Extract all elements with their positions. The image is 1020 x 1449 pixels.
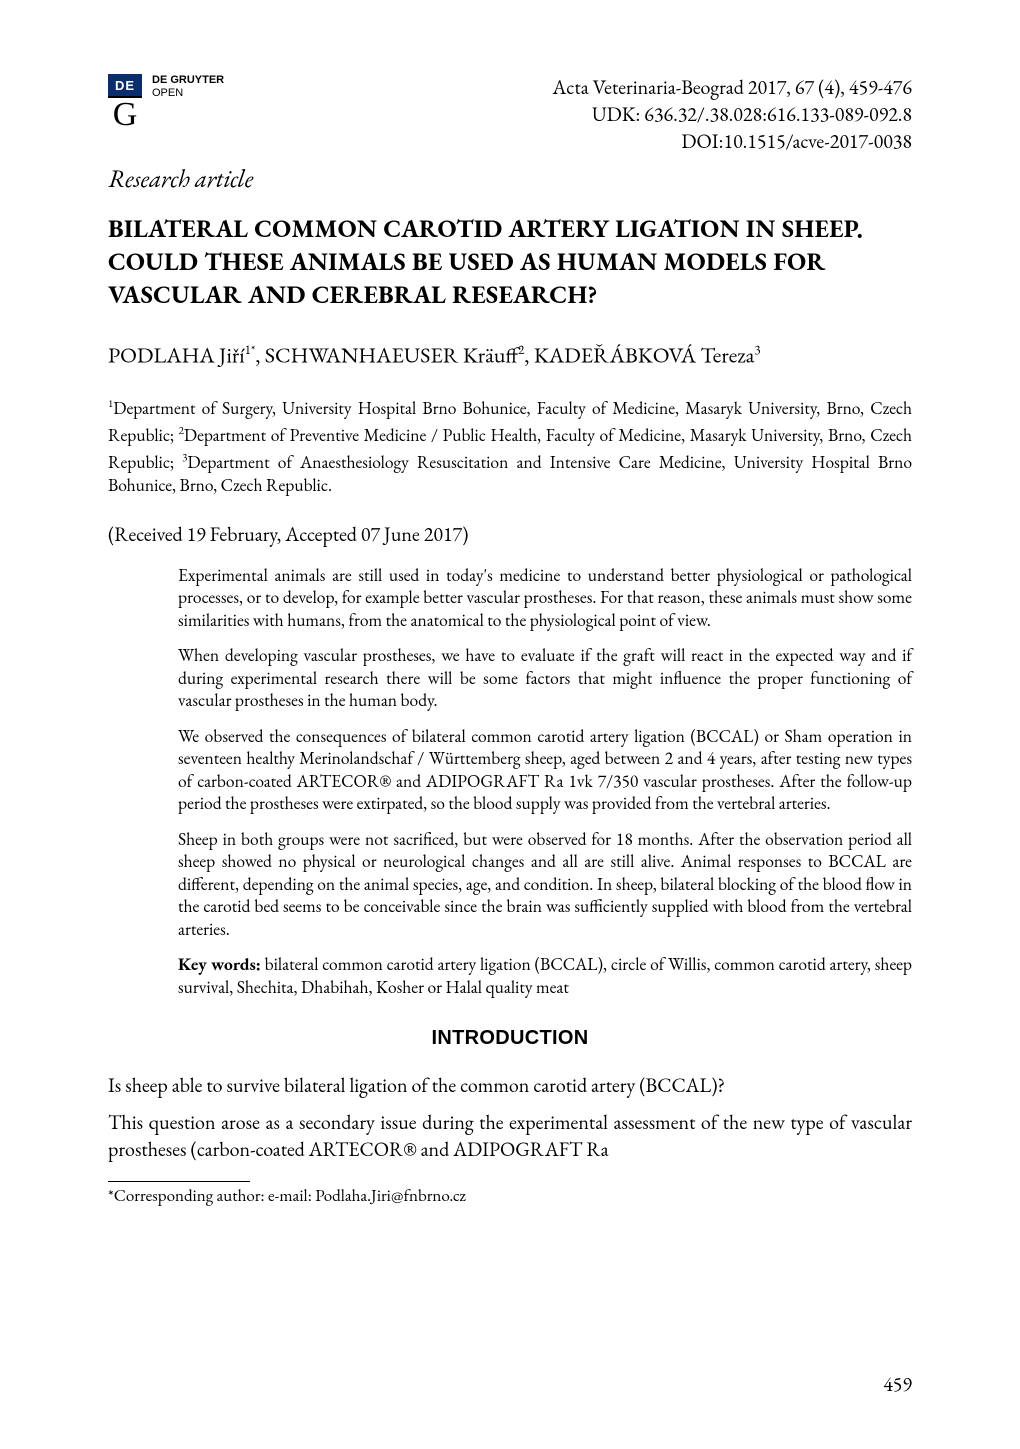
author-1-affil-sup: 1* <box>245 341 256 358</box>
author-3-affil-sup: 3 <box>754 341 760 358</box>
udk-code: UDK: 636.32/.38.028:616.133-089-092.8 <box>552 101 912 128</box>
body-para-1: Is sheep able to survive bilateral ligat… <box>108 1072 912 1099</box>
received-accepted: (Received 19 February, Accepted 07 June … <box>108 521 912 547</box>
footnote-rule <box>108 1181 250 1182</box>
corresponding-author-footnote: *Corresponding author: e-mail: Podlaha.J… <box>108 1186 912 1207</box>
publisher-logo-mark: DE G <box>108 74 142 132</box>
abstract-para-1: Experimental animals are still used in t… <box>178 565 912 633</box>
abstract-para-3: We observed the consequences of bilatera… <box>178 726 912 816</box>
body-text: Is sheep able to survive bilateral ligat… <box>108 1072 912 1163</box>
body-para-2: This question arose as a secondary issue… <box>108 1109 912 1163</box>
author-sep-1: , <box>255 340 264 369</box>
page-number: 459 <box>883 1371 912 1397</box>
article-title: BILATERAL COMMON CAROTID ARTERY LIGATION… <box>108 213 912 312</box>
abstract-para-2: When developing vascular prostheses, we … <box>178 645 912 713</box>
logo-de-badge: DE <box>108 74 142 96</box>
authors: PODLAHA Jiří1*, SCHWANHAEUSER Kräuff2, K… <box>108 336 912 369</box>
abstract-para-4: Sheep in both groups were not sacrificed… <box>178 829 912 942</box>
author-sep-2: , <box>524 340 533 369</box>
author-2-name: SCHWANHAEUSER Kräuff <box>265 340 518 369</box>
keywords-text: bilateral common carotid artery ligation… <box>178 953 912 999</box>
journal-citation: Acta Veterinaria-Beograd 2017, 67 (4), 4… <box>552 74 912 101</box>
keywords-label: Key words: <box>178 953 261 976</box>
author-3-name: KADEŘÁBKOVÁ Tereza <box>534 340 754 369</box>
doi: DOI:10.1515/acve-2017-0038 <box>552 128 912 155</box>
author-1-name: PODLAHA Jiří <box>108 340 245 369</box>
keywords: Key words: bilateral common carotid arte… <box>178 954 912 999</box>
header-meta: Acta Veterinaria-Beograd 2017, 67 (4), 4… <box>552 74 912 155</box>
publisher-name-line1: DE GRUYTER <box>152 74 224 87</box>
affil-text-3: Department of Anaesthesiology Resuscitat… <box>108 451 912 497</box>
abstract: Experimental animals are still used in t… <box>178 565 912 1000</box>
publisher-name-line2: OPEN <box>152 87 224 100</box>
logo-g-letter: G <box>108 98 142 132</box>
publisher-logo: DE G DE GRUYTER OPEN <box>108 74 224 132</box>
publisher-name: DE GRUYTER OPEN <box>152 74 224 100</box>
affiliations: 1Department of Surgery, University Hospi… <box>108 393 912 496</box>
section-heading-introduction: INTRODUCTION <box>108 1027 912 1050</box>
article-type: Research article <box>108 163 912 195</box>
